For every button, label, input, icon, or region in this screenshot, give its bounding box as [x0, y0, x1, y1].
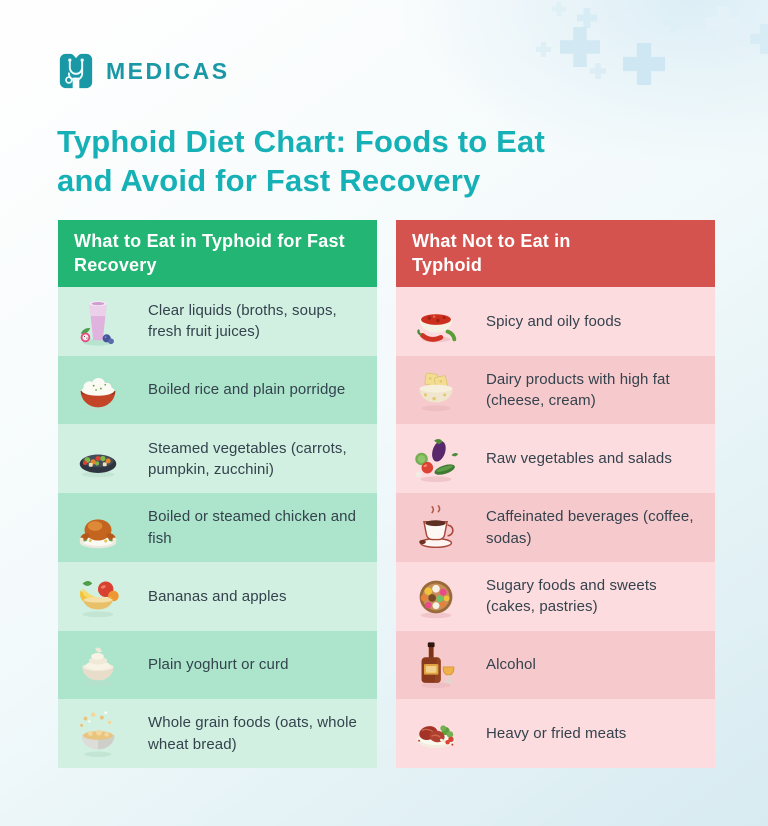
page-title: Typhoid Diet Chart: Foods to Eat and Avo… — [57, 122, 677, 200]
whole-grain-bowl-icon — [70, 707, 126, 761]
bananas-apples-icon — [70, 569, 126, 623]
table-row: Heavy or fried meats — [396, 699, 715, 769]
plus-icon — [608, 3, 635, 30]
eat-rows: Clear liquids (broths, soups, fresh frui… — [58, 287, 377, 769]
food-label: Clear liquids (broths, soups, fresh frui… — [148, 302, 337, 341]
table-row: Steamed vegetables (carrots, pumpkin, zu… — [58, 424, 377, 494]
steamed-vegetables-icon — [70, 432, 126, 486]
food-label: Plain yoghurt or curd — [148, 656, 289, 674]
page-title-line1: Typhoid Diet Chart: Foods to Eat — [57, 124, 546, 159]
food-label: Dairy products with high fat (cheese, cr… — [486, 370, 670, 410]
table-row: Caffeinated beverages (coffee, sodas) — [396, 493, 715, 562]
alcohol-bottle-icon — [408, 638, 464, 692]
sweets-bowl-icon — [408, 569, 464, 623]
spicy-food-icon — [408, 294, 464, 348]
yoghurt-bowl-icon — [70, 638, 126, 692]
food-label: Bananas and apples — [148, 587, 287, 605]
table-row: Dairy products with high fat (cheese, cr… — [396, 355, 715, 425]
table-row: Boiled rice and plain porridge — [58, 355, 377, 425]
food-label: Caffeinated beverages (coffee, sodas) — [486, 508, 694, 547]
rice-bowl-icon — [70, 363, 126, 417]
plus-icon — [750, 24, 768, 54]
table-row: Spicy and oily foods — [396, 287, 715, 356]
table-row: Sugary foods and sweets (cakes, pastries… — [396, 561, 715, 631]
food-label: Heavy or fried meats — [486, 725, 627, 743]
medicas-logo: MEDICAS — [57, 52, 230, 90]
food-label: Raw vegetables and salads — [486, 450, 672, 468]
avoid-rows: Spicy and oily foods — [396, 287, 715, 769]
table-row: Alcohol — [396, 630, 715, 700]
coffee-cup-icon — [408, 501, 464, 555]
plus-icon — [623, 43, 665, 85]
plus-icon — [552, 2, 566, 16]
plus-icon — [590, 63, 606, 79]
food-label: Alcohol — [486, 656, 536, 674]
food-label: Spicy and oily foods — [486, 312, 622, 330]
plus-icon — [706, 6, 740, 40]
column-what-to-eat: What to Eat in Typhoid for Fast Recovery — [58, 220, 377, 769]
table-row: Bananas and apples — [58, 561, 377, 631]
plus-icon — [536, 42, 551, 57]
food-label: Boiled rice and plain porridge — [148, 381, 346, 399]
smoothie-icon — [70, 294, 126, 348]
food-label: Sugary foods and sweets (cakes, pastries… — [486, 576, 657, 616]
table-row: Plain yoghurt or curd — [58, 630, 377, 700]
roast-chicken-icon — [70, 501, 126, 555]
avoid-column-header: What Not to Eat in Typhoid — [396, 220, 715, 287]
cheese-bowl-icon — [408, 363, 464, 417]
plus-icon — [560, 27, 600, 67]
food-label: Steamed vegetables (carrots, pumpkin, zu… — [148, 439, 347, 478]
table-row: Whole grain foods (oats, whole wheat bre… — [58, 699, 377, 769]
food-label: Boiled or steamed chicken and fish — [148, 508, 357, 547]
table-row: Raw vegetables and salads — [396, 424, 715, 494]
page-title-line2: and Avoid for Fast Recovery — [57, 163, 481, 199]
medicas-stethoscope-icon — [59, 53, 93, 89]
column-what-not-to-eat: What Not to Eat in Typhoid — [396, 220, 715, 769]
food-label: Whole grain foods (oats, whole wheat bre… — [148, 714, 357, 753]
table-row: Boiled or steamed chicken and fish — [58, 493, 377, 562]
plus-icon — [663, 13, 683, 33]
fried-meat-icon — [408, 707, 464, 761]
eat-column-header: What to Eat in Typhoid for Fast Recovery — [58, 220, 377, 287]
brand-name: MEDICAS — [106, 57, 230, 84]
table-row: Clear liquids (broths, soups, fresh frui… — [58, 287, 377, 356]
eat-column-header-label: What to Eat in Typhoid for Fast Recovery — [74, 230, 345, 275]
raw-vegetables-icon — [408, 432, 464, 486]
plus-icon — [577, 8, 597, 28]
avoid-column-header-label: What Not to Eat in Typhoid — [412, 230, 571, 275]
diet-chart-table: What to Eat in Typhoid for Fast Recovery — [58, 220, 715, 769]
